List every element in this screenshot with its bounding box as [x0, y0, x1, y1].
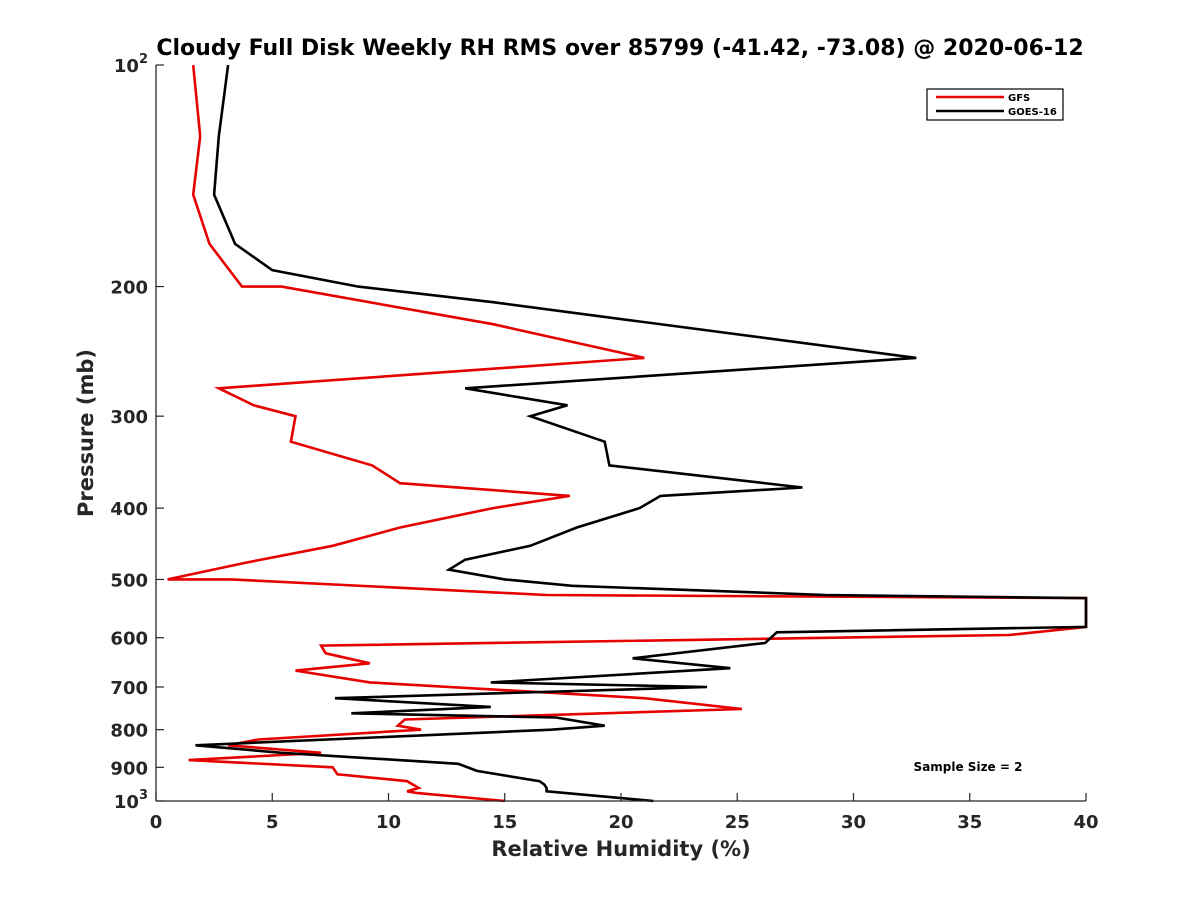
- x-tick-label: 40: [1073, 812, 1098, 833]
- x-axis-ticks: 0 5 10 15 20 25 30 35 40: [150, 793, 1099, 833]
- y-tick-label: 600: [110, 629, 148, 650]
- y-tick-label: 103: [114, 788, 148, 813]
- x-tick-label: 10: [376, 812, 401, 833]
- y-tick-label: 500: [110, 570, 148, 591]
- plot-area: [155, 64, 1088, 803]
- y-tick-label: 200: [110, 278, 148, 299]
- x-tick-label: 35: [957, 812, 982, 833]
- series-line-goes16: [195, 64, 1088, 803]
- y-tick-label: 300: [110, 407, 148, 428]
- y-tick-label: 102: [114, 52, 148, 77]
- legend-label-goes16: GOES-16: [1008, 107, 1057, 118]
- x-tick-label: 20: [608, 812, 633, 833]
- legend-label-gfs: GFS: [1008, 93, 1030, 104]
- x-tick-label: 30: [841, 812, 866, 833]
- legend-box: [926, 88, 1064, 121]
- y-axis-label: Pressure (mb): [74, 349, 98, 517]
- x-axis-label: Relative Humidity (%): [491, 837, 750, 861]
- x-tick-label: 25: [725, 812, 750, 833]
- y-tick-label: 800: [110, 721, 148, 742]
- x-tick-label: 0: [150, 812, 163, 833]
- chart-title: Cloudy Full Disk Weekly RH RMS over 8579…: [156, 36, 1083, 61]
- y-tick-label: 900: [110, 758, 148, 779]
- series-layer: [167, 64, 1088, 803]
- x-tick-label: 5: [266, 812, 279, 833]
- y-tick-label: 700: [110, 678, 148, 699]
- legend: GFS GOES-16: [926, 88, 1064, 121]
- x-tick-label: 15: [492, 812, 517, 833]
- sample-size-annotation: Sample Size = 2: [914, 760, 1023, 774]
- y-axis-ticks: 102 200 300 400 500 600 700 800 900 103: [110, 52, 164, 813]
- y-tick-label: 400: [110, 499, 148, 520]
